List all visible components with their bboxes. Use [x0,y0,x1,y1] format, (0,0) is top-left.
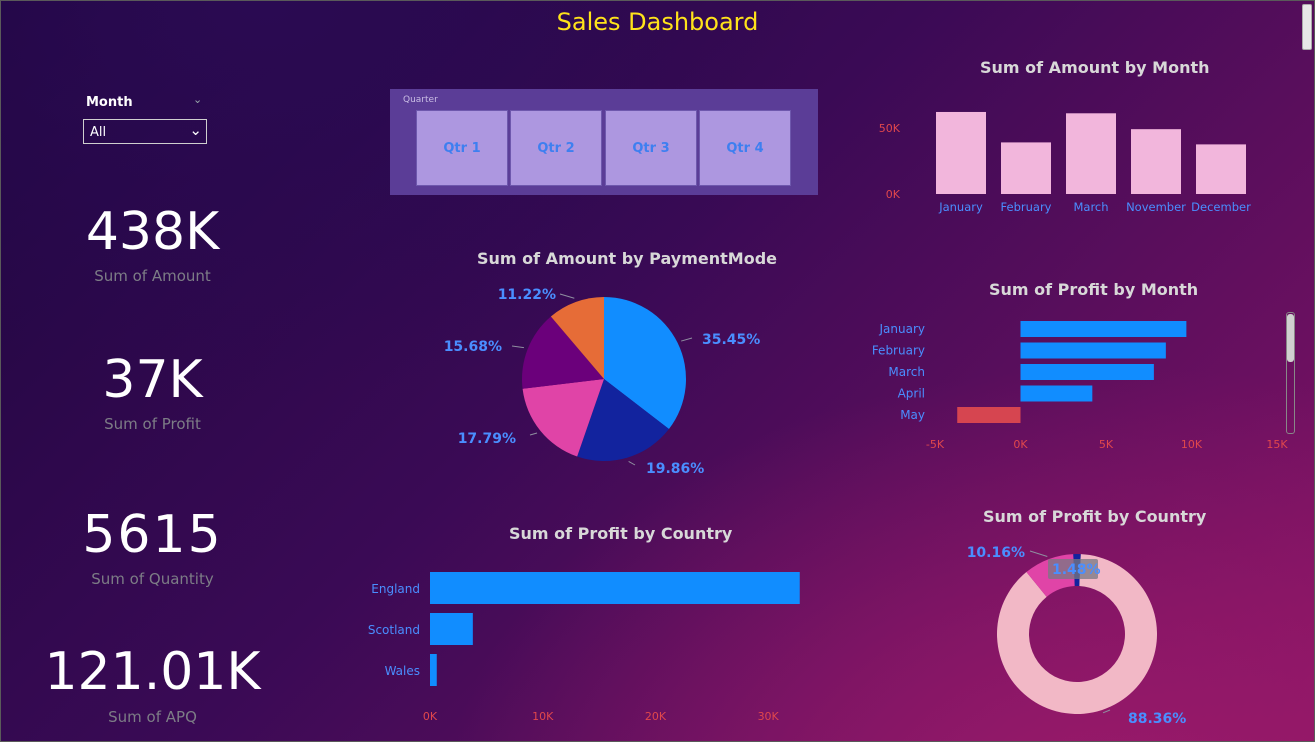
amount-by-month-chart: 0K 50K January February March November Decembe… [879,111,1251,214]
quarter-button-2[interactable]: Qtr 2 [510,110,602,186]
y-tick-label: April [898,387,925,401]
x-tick-label: January [938,200,983,214]
bar-scotland[interactable] [430,613,473,645]
x-tick-label: 5K [1099,438,1114,451]
bar-january[interactable] [936,111,986,194]
slice-label: 15.68% [444,339,502,355]
y-tick-label: January [879,322,926,336]
donut-slice-0[interactable] [997,554,1157,714]
page-scrollbar[interactable] [1302,4,1312,50]
leader-line [628,460,636,466]
bar-march[interactable] [1066,113,1116,194]
page-title: Sales Dashboard [556,8,759,36]
y-tick-label: February [872,344,925,358]
slice-label: 35.45% [702,332,760,348]
payment-slice-2[interactable] [522,379,604,457]
kpi-profit-label: Sum of Profit [104,415,201,433]
leader-line [1102,709,1111,714]
tooltip-box [1048,559,1098,579]
quarter-button-3[interactable]: Qtr 3 [605,110,697,186]
x-tick-label: November [1126,200,1186,214]
bar-may[interactable] [957,407,1021,423]
kpi-quantity-label: Sum of Quantity [91,570,214,588]
quarter-button-4[interactable]: Qtr 4 [699,110,791,186]
payment-slice-0[interactable] [604,297,686,430]
payment-slice-1[interactable] [577,379,669,461]
profit-by-month-scrollbar[interactable] [1286,312,1295,434]
bar-february[interactable] [1020,342,1166,359]
x-tick-label: -5K [926,438,945,451]
bar-january[interactable] [1020,321,1187,337]
payment-slice-4[interactable] [550,297,604,379]
kpi-apq-label: Sum of APQ [108,708,197,726]
profit-by-country-bar-title: Sum of Profit by Country [509,524,733,543]
leader-line [511,345,524,349]
profit-by-month-title: Sum of Profit by Month [989,280,1199,299]
slice-label: 11.22% [498,287,556,303]
leader-line [559,293,575,299]
y-tick-label: England [371,582,420,596]
kpi-amount-label: Sum of Amount [94,267,211,285]
slice-label: 19.86% [646,461,704,477]
x-tick-label: 0K [1013,438,1028,451]
kpi-amount-value: 438K [85,202,220,262]
leader-line [529,432,538,436]
amount-by-paymentmode-chart: 35.45% 19.86% 17.79% 15.68% 11.22% [444,287,761,477]
x-tick-label: 20K [645,710,667,723]
kpi-apq-value: 121.01K [44,642,261,702]
bar-wales[interactable] [430,654,437,686]
dropdown-arrow-icon: ⌄ [189,121,202,139]
y-tick-label: 0K [886,188,901,201]
y-tick-label: Scotland [368,623,420,637]
amount-by-month-title: Sum of Amount by Month [980,58,1210,77]
slice-label: 17.79% [458,431,516,447]
scrollbar-thumb[interactable] [1287,314,1294,362]
profit-by-country-donut-title: Sum of Profit by Country [983,507,1207,526]
amount-by-paymentmode-title: Sum of Amount by PaymentMode [477,249,777,268]
bar-december[interactable] [1196,144,1246,194]
slice-label: 88.36% [1128,711,1186,727]
y-tick-label: Wales [385,664,420,678]
bar-march[interactable] [1020,364,1154,380]
payment-slice-3[interactable] [522,316,604,389]
x-tick-label: December [1191,200,1251,214]
quarter-slicer-label: Quarter [403,95,438,105]
chevron-down-icon[interactable]: ⌄ [193,93,203,106]
bar-november[interactable] [1131,129,1181,194]
month-slicer-label: Month [86,95,133,110]
profit-by-country-donut-chart: 88.36% 10.16% 1.48% [967,545,1187,727]
y-tick-label: 50K [879,122,901,135]
leader-line [1029,550,1048,557]
bar-april[interactable] [1020,385,1093,402]
y-tick-label: May [900,408,925,422]
leader-line [681,337,693,342]
x-tick-label: 15K [1266,438,1288,451]
x-tick-label: 10K [532,710,554,723]
quarter-slicer: Quarter Qtr 1 Qtr 2 Qtr 3 Qtr 4 [390,89,818,195]
slice-label: 10.16% [967,545,1025,561]
x-tick-label: 10K [1181,438,1203,451]
bar-february[interactable] [1001,142,1051,194]
y-tick-label: March [888,365,925,379]
profit-by-country-bar-chart: England Scotland Wales 0K 10K 20K 30K [368,572,800,723]
profit-by-month-chart: January February March April May -5K 0K 5K 10K 15… [872,321,1288,451]
kpi-profit-value: 37K [102,350,203,410]
slice-label: 1.48% [1052,562,1101,578]
x-tick-label: 30K [758,710,780,723]
quarter-button-1[interactable]: Qtr 1 [416,110,508,186]
bar-england[interactable] [430,572,800,604]
kpi-quantity-value: 5615 [82,505,223,565]
month-slicer-dropdown[interactable]: All ⌄ [83,119,207,144]
x-tick-label: February [1001,200,1052,214]
x-tick-label: 0K [423,710,438,723]
month-slicer-value: All [90,125,107,140]
x-tick-label: March [1073,200,1108,214]
